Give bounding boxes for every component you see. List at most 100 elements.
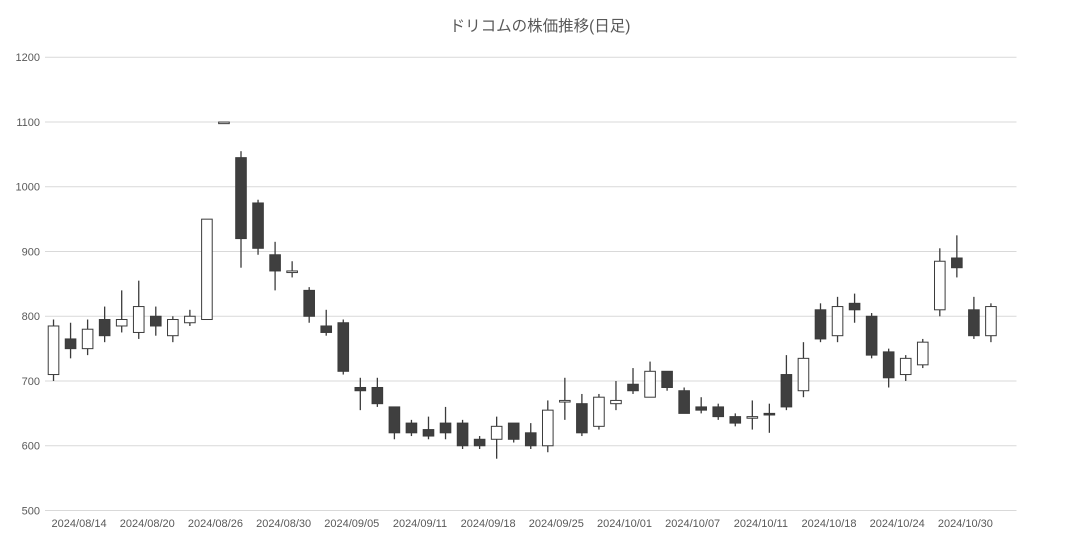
x-axis-label: 2024/08/14 — [52, 518, 107, 530]
candle-body-down — [882, 351, 895, 379]
candle-2024/10/15 — [746, 400, 759, 430]
candle-body-down — [439, 422, 452, 434]
candle-2024/08/28 — [218, 121, 230, 125]
candle-body-down — [337, 322, 350, 372]
y-axis-label: 900 — [22, 246, 40, 258]
candle-2024/10/08 — [678, 387, 690, 414]
candle-body-down — [320, 325, 333, 333]
chart-title: ドリコムの株価推移(日足) — [450, 17, 631, 35]
candle-body-down — [661, 370, 673, 388]
candle-body-down — [388, 406, 401, 434]
candle-body-up — [916, 341, 929, 366]
x-axis-label: 2024/10/30 — [938, 518, 993, 530]
candle-body-up — [167, 319, 179, 337]
candle-2024/10/16 — [763, 403, 776, 433]
candle-body-down — [473, 438, 486, 447]
candle-2024/10/21 — [814, 303, 827, 343]
y-axis-label: 500 — [22, 505, 40, 517]
candle-body-up — [201, 218, 213, 321]
x-axis-label: 2024/10/01 — [597, 518, 652, 530]
y-axis-label: 600 — [22, 441, 40, 453]
candle-2024/09/05 — [320, 309, 333, 336]
candle-2024/10/24 — [865, 313, 878, 359]
candle-2024/10/31 — [951, 235, 963, 278]
x-axis-label: 2024/09/18 — [461, 518, 516, 530]
candle-2024/09/02 — [269, 241, 281, 291]
candle-body-down — [303, 289, 315, 317]
candle-2024/10/23 — [848, 293, 861, 323]
candle-body-down — [235, 157, 247, 240]
candle-body-up — [218, 121, 230, 125]
candle-2024/08/23 — [167, 316, 179, 343]
x-axis-label: 2024/08/20 — [120, 518, 175, 530]
candle-body-up — [286, 270, 298, 274]
candle-body-up — [541, 409, 554, 447]
x-axis-label: 2024/09/11 — [393, 518, 447, 530]
candle-body-down — [98, 319, 111, 337]
candle-body-up — [559, 399, 571, 403]
y-axis-label: 1000 — [16, 182, 40, 194]
y-axis-label: 1100 — [16, 117, 40, 129]
candle-body-down — [627, 383, 639, 392]
candle-2024/10/02 — [610, 381, 622, 411]
y-axis-labels: 500 600 700 800 900 1000 1100 1200 — [16, 52, 40, 517]
candle-body-down — [712, 406, 725, 418]
y-axis-label: 1200 — [16, 52, 40, 64]
candle-2024/09/13 — [422, 416, 435, 440]
candle-2024/09/17 — [439, 406, 452, 440]
candle-body-down — [252, 202, 264, 249]
candle-2024/11/01 — [968, 296, 980, 339]
x-axis-label: 2024/10/11 — [734, 518, 788, 530]
x-axis-label: 2024/10/24 — [870, 518, 925, 530]
candle-body-down — [507, 422, 520, 440]
candle-body-down — [576, 403, 588, 434]
candle-2024/08/19 — [98, 306, 111, 343]
candle-body-down — [269, 254, 281, 272]
candle-body-up — [490, 425, 503, 440]
candle-body-down — [814, 309, 827, 340]
candle-2024/10/11 — [729, 413, 742, 427]
candle-body-up — [115, 319, 128, 327]
candle-body-up — [899, 357, 912, 376]
candle-2024/08/15 — [64, 322, 77, 359]
candle-2024/09/09 — [354, 377, 367, 411]
candle-2024/09/24 — [507, 422, 520, 443]
candle-2024/10/17 — [780, 355, 793, 411]
candle-2024/10/18 — [797, 342, 810, 398]
candle-body-up — [644, 370, 656, 398]
candle-body-down — [354, 386, 367, 392]
candle-2024/08/26 — [184, 309, 196, 326]
candle-2024/09/10 — [371, 377, 384, 407]
candle-2024/08/21 — [132, 280, 145, 339]
candle-body-down — [865, 315, 878, 356]
candle-2024/10/10 — [712, 403, 725, 420]
candle-2024/09/20 — [490, 416, 503, 459]
candle-body-down — [951, 257, 963, 269]
candle-body-down — [763, 412, 776, 416]
candle-body-up — [797, 357, 810, 392]
candle-2024/09/04 — [303, 287, 315, 323]
candle-body-down — [405, 422, 418, 434]
x-axis-label: 2024/10/18 — [801, 518, 856, 530]
x-axis-label: 2024/10/07 — [665, 518, 720, 530]
candle-body-up — [610, 399, 622, 405]
candle-2024/08/16 — [81, 319, 94, 356]
candle-body-up — [184, 315, 196, 324]
candle-2024/10/30 — [934, 248, 946, 317]
candle-body-up — [593, 396, 605, 427]
candle-2024/10/09 — [695, 397, 707, 414]
candle-2024/08/30 — [252, 199, 264, 255]
candle-2024/09/26 — [541, 400, 554, 453]
candle-body-up — [47, 325, 60, 376]
candle-2024/09/25 — [524, 423, 537, 449]
candle-2024/09/03 — [286, 261, 298, 278]
candle-body-up — [132, 306, 145, 333]
candle-2024/09/11 — [388, 406, 401, 440]
candle-body-down — [729, 416, 742, 424]
candle-body-down — [149, 315, 162, 327]
candle-2024/09/06 — [337, 319, 350, 375]
candle-body-down — [678, 390, 690, 414]
candle-body-up — [831, 306, 844, 337]
